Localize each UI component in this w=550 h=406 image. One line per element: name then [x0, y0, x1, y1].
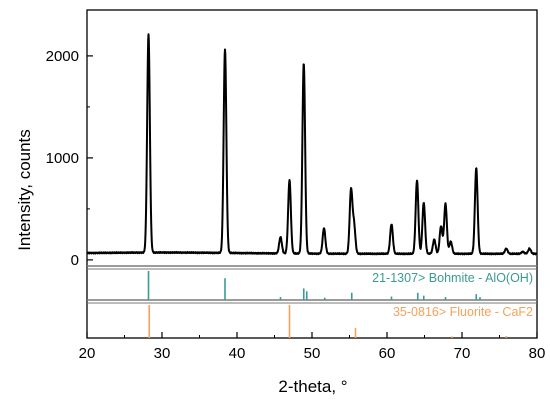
reference-pattern-1: 21-1307> Bohmite - AlO(OH) — [147, 271, 533, 300]
plot-frame — [86, 9, 538, 339]
x-tick-label: 20 — [79, 345, 96, 362]
x-tick-label: 60 — [379, 345, 396, 362]
x-axis-title: 2-theta, ° — [278, 377, 347, 396]
reference-pattern-label: 21-1307> Bohmite - AlO(OH) — [372, 271, 533, 285]
y-axis-ticks: 0 1000 2000 — [46, 48, 93, 269]
y-tick-label: 2000 — [46, 48, 79, 65]
intensity-pattern-series — [86, 33, 538, 256]
plot-frames — [86, 9, 538, 339]
reference-pattern-label: 35-0816> Fluorite - CaF2 — [393, 305, 533, 319]
x-axis-ticks: 20 30 40 50 60 70 80 — [79, 332, 546, 362]
y-axis-title: Intensity, counts — [15, 129, 34, 251]
x-tick-label: 30 — [154, 345, 171, 362]
x-tick-label: 80 — [529, 345, 546, 362]
reference-pattern-2: 35-0816> Fluorite - CaF2 — [148, 305, 533, 338]
y-tick-label: 1000 — [46, 150, 79, 167]
y-tick-label: 0 — [71, 252, 79, 269]
intensity-pattern-line — [86, 33, 538, 256]
x-tick-label: 40 — [229, 345, 246, 362]
x-tick-label: 50 — [304, 345, 321, 362]
x-tick-label: 70 — [454, 345, 471, 362]
reference-patterns: 21-1307> Bohmite - AlO(OH) 35-0816> Fluor… — [147, 271, 533, 338]
